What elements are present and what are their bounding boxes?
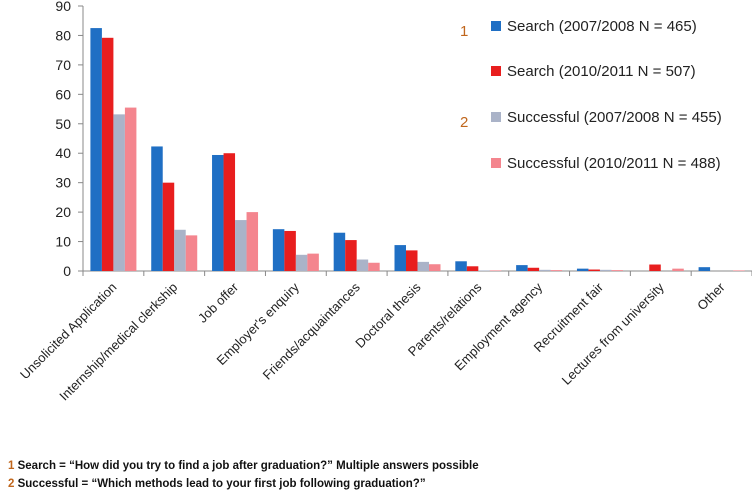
- y-tick-label: 90: [55, 0, 71, 14]
- y-tick-label: 60: [55, 86, 71, 102]
- bar: [539, 269, 551, 271]
- bar: [455, 261, 467, 271]
- bar: [185, 235, 198, 271]
- bar: [527, 267, 540, 271]
- legend-marker-number: 2: [460, 114, 468, 131]
- bar: [429, 264, 441, 271]
- bar: [466, 266, 479, 271]
- legend-label: Search (2010/2011 N = 507): [507, 63, 696, 80]
- legend-marker-number: 1: [460, 23, 468, 40]
- bar: [212, 154, 224, 271]
- bar: [406, 250, 418, 271]
- legend-swatch: [491, 158, 501, 168]
- bar: [162, 182, 175, 271]
- bar: [345, 240, 357, 271]
- y-tick-label: 50: [55, 116, 71, 132]
- legend-swatch: [491, 21, 501, 31]
- bar: [356, 259, 369, 271]
- footnote-number: 2: [8, 478, 15, 490]
- category-label: Other: [694, 279, 728, 313]
- bar: [394, 245, 406, 271]
- bar: [90, 28, 102, 272]
- y-tick-label: 0: [63, 263, 71, 279]
- y-tick-label: 20: [55, 204, 71, 220]
- bar: [284, 230, 296, 271]
- bar: [223, 153, 236, 271]
- bar: [576, 268, 589, 271]
- bar: [550, 270, 563, 271]
- bar: [516, 265, 528, 271]
- bar: [698, 267, 711, 271]
- chart-legend: Search (2007/2008 N = 465) Search (2010/2…: [460, 18, 722, 172]
- footnote-text: Search = “How did you try to find a job …: [17, 460, 479, 472]
- legend-swatch: [491, 66, 501, 76]
- legend-swatch: [491, 112, 501, 122]
- bar: [272, 229, 285, 271]
- category-label: Job offer: [195, 279, 242, 326]
- legend-label: Successful (2007/2008 N = 455): [507, 109, 722, 126]
- footnote-number: 1: [8, 460, 15, 472]
- bar: [235, 220, 247, 271]
- y-tick-label: 40: [55, 145, 71, 161]
- y-tick-label: 70: [55, 57, 71, 73]
- legend-label: Successful (2010/2011 N = 488): [507, 155, 721, 172]
- y-tick-label: 10: [55, 234, 71, 250]
- chart-axes: 0 10 20 30 40 50 60 70 80 90: [55, 0, 752, 279]
- bar: [174, 229, 186, 271]
- category-label: Lectures from university: [559, 279, 668, 388]
- bar-chart: 0 10 20 30 40 50 60 70 80 90 Unsolicited Applicat…: [17, 0, 752, 404]
- bar: [588, 269, 600, 271]
- footnote-text: Successful = “Which methods lead to your…: [17, 478, 426, 490]
- bar: [368, 262, 380, 271]
- bar: [307, 253, 319, 271]
- bar: [124, 107, 137, 271]
- bar: [101, 37, 114, 271]
- bar: [295, 254, 308, 271]
- bar: [333, 232, 346, 271]
- bar: [649, 264, 661, 271]
- footnote-2: 2 Successful = “Which methods lead to yo…: [8, 475, 479, 493]
- bar: [246, 212, 259, 271]
- category-label: Unsolicited Application: [17, 280, 120, 383]
- y-tick-label: 80: [55, 27, 71, 43]
- legend-label: Search (2007/2008 N = 465): [507, 18, 697, 35]
- bar: [611, 270, 623, 271]
- y-tick-label: 30: [55, 175, 71, 191]
- category-labels: Unsolicited ApplicationInternship/medica…: [17, 279, 728, 404]
- chart-bars: [90, 28, 745, 272]
- category-label: Internship/medical clerkship: [56, 280, 180, 404]
- bar: [417, 261, 429, 271]
- bar: [478, 270, 490, 271]
- bar: [733, 270, 745, 271]
- bar: [489, 270, 502, 271]
- footnote-1: 1 Search = “How did you try to find a jo…: [8, 457, 479, 475]
- bar: [151, 146, 163, 271]
- footnotes: 1 Search = “How did you try to find a jo…: [8, 457, 479, 493]
- bar: [599, 269, 612, 271]
- bar: [672, 268, 684, 271]
- bar: [113, 114, 125, 271]
